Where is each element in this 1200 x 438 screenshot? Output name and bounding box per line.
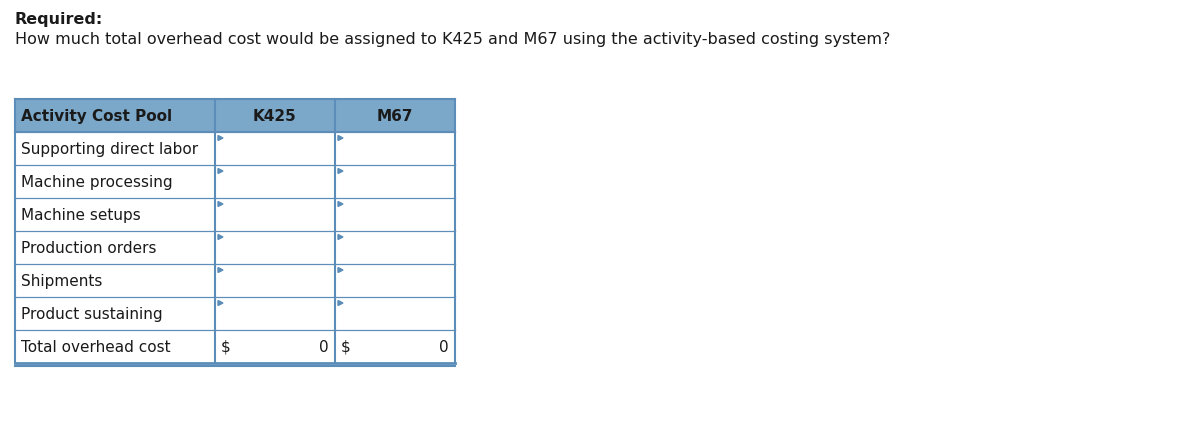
Text: Machine processing: Machine processing xyxy=(22,175,173,190)
Bar xyxy=(335,231,455,265)
Polygon shape xyxy=(218,235,223,240)
Bar xyxy=(14,166,215,198)
Bar xyxy=(14,330,215,363)
Polygon shape xyxy=(218,136,223,141)
Text: M67: M67 xyxy=(377,109,413,124)
Bar xyxy=(335,100,455,133)
Text: Production orders: Production orders xyxy=(22,240,156,255)
Polygon shape xyxy=(338,268,343,273)
Text: Machine setups: Machine setups xyxy=(22,208,140,223)
Bar xyxy=(14,231,215,265)
Polygon shape xyxy=(338,136,343,141)
Bar xyxy=(215,231,335,265)
Bar xyxy=(14,198,215,231)
Bar xyxy=(215,198,335,231)
Bar xyxy=(14,133,215,166)
Polygon shape xyxy=(338,301,343,306)
Text: Product sustaining: Product sustaining xyxy=(22,306,163,321)
Bar xyxy=(335,166,455,198)
Polygon shape xyxy=(218,301,223,306)
Polygon shape xyxy=(338,169,343,174)
Text: Supporting direct labor: Supporting direct labor xyxy=(22,141,198,157)
Bar xyxy=(215,100,335,133)
Text: $: $ xyxy=(221,339,230,354)
Bar xyxy=(215,133,335,166)
Text: Total overhead cost: Total overhead cost xyxy=(22,339,170,354)
Text: 0: 0 xyxy=(319,339,329,354)
Bar xyxy=(14,265,215,297)
Bar xyxy=(335,265,455,297)
Bar xyxy=(335,198,455,231)
Text: Shipments: Shipments xyxy=(22,273,102,288)
Bar xyxy=(14,297,215,330)
Bar xyxy=(215,330,335,363)
Polygon shape xyxy=(218,202,223,207)
Polygon shape xyxy=(338,235,343,240)
Polygon shape xyxy=(218,169,223,174)
Text: How much total overhead cost would be assigned to K425 and M67 using the activit: How much total overhead cost would be as… xyxy=(14,32,890,47)
Bar xyxy=(215,265,335,297)
Bar xyxy=(335,133,455,166)
Polygon shape xyxy=(338,202,343,207)
Bar xyxy=(215,297,335,330)
Bar xyxy=(335,330,455,363)
Text: Activity Cost Pool: Activity Cost Pool xyxy=(22,109,172,124)
Bar xyxy=(335,297,455,330)
Text: 0: 0 xyxy=(439,339,449,354)
Text: K425: K425 xyxy=(253,109,296,124)
Bar xyxy=(14,100,215,133)
Text: $: $ xyxy=(341,339,350,354)
Bar xyxy=(215,166,335,198)
Polygon shape xyxy=(218,268,223,273)
Text: Required:: Required: xyxy=(14,12,103,27)
